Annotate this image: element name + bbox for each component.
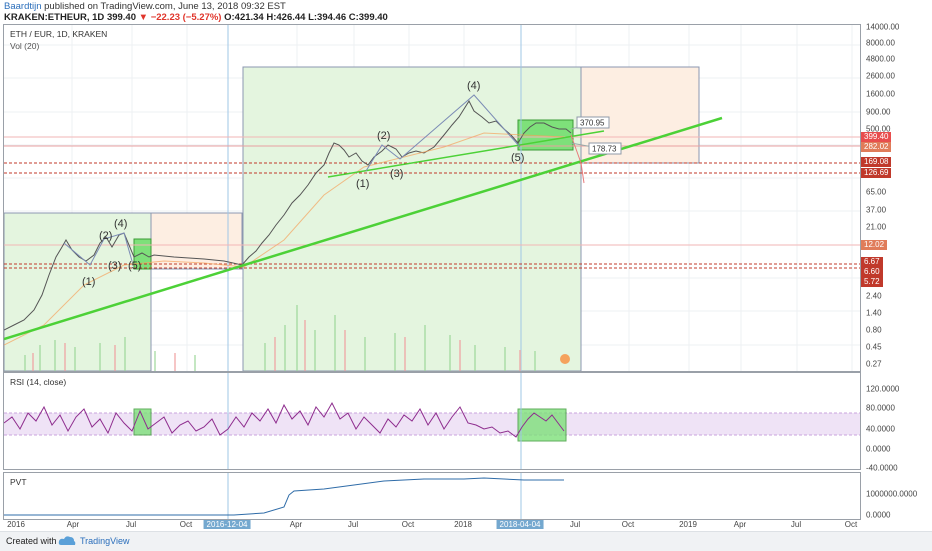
down-arrow-icon: ▼ <box>138 12 149 23</box>
time-label: 2016 <box>7 520 25 529</box>
axis-label: -40.0000 <box>866 463 898 473</box>
wave-label: (2) <box>377 130 390 142</box>
wave-label: (3) <box>390 168 403 180</box>
symbol-name: KRAKEN:ETHEUR, 1D <box>4 12 105 23</box>
pvt-axis[interactable]: 1000000.0000 0.0000 <box>860 472 930 520</box>
axis-label: 0.45 <box>866 342 882 352</box>
wave-labels: (1) (2) (3) (4) (5) (1) (2) (3) (4) (5) <box>82 80 524 288</box>
wave-label: (4) <box>114 218 127 230</box>
price-box: 282.02 <box>861 142 892 152</box>
price-change: −22.23 (−5.27%) <box>150 12 222 23</box>
wave-trendline <box>327 130 605 178</box>
wave-label: (4) <box>467 80 480 92</box>
time-label: Apr <box>66 520 80 529</box>
time-label: 2018 <box>454 520 472 529</box>
tradingview-cloud-icon[interactable] <box>58 534 76 550</box>
axis-label: 8000.00 <box>866 38 895 48</box>
projection-box-2016 <box>150 212 243 270</box>
wave-box-2017 <box>242 66 582 371</box>
axis-label: 21.00 <box>866 222 887 232</box>
price-box: 169.08 <box>861 157 892 167</box>
chart-header-publish: Baardtijn published on TradingView.com, … <box>4 1 286 12</box>
time-axis[interactable]: 2016 Apr Jul Oct 2016-12-04 Apr Jul Oct … <box>3 519 859 531</box>
wave-label: (5) <box>128 260 141 272</box>
chart-header-symbol: KRAKEN:ETHEUR, 1D 399.40 ▼ −22.23 (−5.27… <box>4 12 388 23</box>
time-label: Oct <box>179 520 193 529</box>
price-box: 126.69 <box>861 168 892 178</box>
price-box-last: 399.40 <box>861 132 892 142</box>
axis-label: 1.40 <box>866 308 882 318</box>
time-label: Jul <box>125 520 137 529</box>
svg-text:178.73: 178.73 <box>592 145 617 154</box>
axis-label: 2600.00 <box>866 71 895 81</box>
price-box: 6.60 <box>861 267 883 277</box>
price-axis[interactable]: 14000.00 8000.00 4800.00 2600.00 1600.00… <box>860 22 930 372</box>
wave-label: (1) <box>82 276 95 288</box>
time-label: 2019 <box>679 520 697 529</box>
price-box: 5.72 <box>861 277 883 287</box>
axis-label: 1600.00 <box>866 89 895 99</box>
axis-label: 120.0000 <box>866 384 900 394</box>
axis-label: 0.0000 <box>866 444 891 454</box>
callout-370[interactable]: 370.95 <box>576 116 610 129</box>
time-label: Apr <box>733 520 747 529</box>
price-box: 12.02 <box>861 240 888 250</box>
axis-label: 80.0000 <box>866 403 895 413</box>
pvt-series <box>4 477 564 516</box>
axis-label: 0.80 <box>866 325 882 335</box>
pvt-chart[interactable] <box>4 473 860 519</box>
time-label: Oct <box>844 520 858 529</box>
time-label: Jul <box>790 520 802 529</box>
volume-bars <box>24 305 536 371</box>
rsi-chart[interactable] <box>4 373 860 469</box>
wave-label: (1) <box>356 178 369 190</box>
svg-text:370.95: 370.95 <box>580 119 605 128</box>
time-label: Jul <box>569 520 581 529</box>
earnings-flag-icon <box>560 354 570 364</box>
axis-label: 1000000.0000 <box>866 489 918 499</box>
axis-label: 500.00 <box>866 124 891 134</box>
long-trendline <box>4 116 723 341</box>
price-pane[interactable]: (1) (2) (3) (4) (5) (1) (2) (3) (4) (5) … <box>3 24 861 372</box>
price-chart[interactable]: (1) (2) (3) (4) (5) (1) (2) (3) (4) (5) … <box>4 25 860 371</box>
footer: Created with TradingView <box>0 531 932 551</box>
price-box: 6.67 <box>861 257 883 267</box>
symbol-title: ETH / EUR, 1D, KRAKEN <box>10 29 108 39</box>
rsi-band <box>4 413 860 435</box>
axis-label: 37.00 <box>866 205 887 215</box>
tradingview-link[interactable]: TradingView <box>80 536 130 546</box>
rsi-series <box>4 401 565 438</box>
axis-label: 40.0000 <box>866 424 895 434</box>
price-series <box>4 99 572 331</box>
author-link[interactable]: Baardtijn <box>4 1 42 12</box>
time-label-highlight: 2018-04-04 <box>496 520 544 529</box>
time-label: Oct <box>621 520 635 529</box>
time-label: Jul <box>347 520 359 529</box>
axis-label: 65.00 <box>866 187 887 197</box>
axis-label: 900.00 <box>866 107 891 117</box>
wave-label: (2) <box>99 230 112 242</box>
wave-label: (5) <box>511 152 524 164</box>
rsi-axis[interactable]: 120.0000 80.0000 40.0000 0.0000 -40.0000 <box>860 372 930 473</box>
pvt-pane[interactable]: PVT <box>3 472 861 520</box>
rsi-pane[interactable]: RSI (14, close) <box>3 372 861 470</box>
time-label: Oct <box>401 520 415 529</box>
pvt-title[interactable]: PVT <box>10 477 27 487</box>
time-label-highlight: 2016-12-04 <box>203 520 251 529</box>
rsi-title[interactable]: RSI (14, close) <box>10 377 67 387</box>
wave-label: (3) <box>108 260 121 272</box>
publish-info: published on TradingView.com, June 13, 2… <box>44 1 286 12</box>
axis-label: 2.40 <box>866 291 882 301</box>
axis-label: 0.0000 <box>866 510 891 520</box>
ohlc-values: O:421.34 H:426.44 L:394.46 C:399.40 <box>224 12 388 23</box>
axis-label: 0.27 <box>866 359 882 369</box>
axis-label: 14000.00 <box>866 22 900 32</box>
last-price: 399.40 <box>106 12 136 23</box>
volume-indicator-title[interactable]: Vol (20) <box>10 41 40 51</box>
axis-label: 4800.00 <box>866 54 895 64</box>
callout-178[interactable]: 178.73 <box>588 142 622 155</box>
time-label: Apr <box>289 520 303 529</box>
created-with-text: Created with <box>6 536 57 546</box>
highlight-box-2016 <box>133 238 152 270</box>
